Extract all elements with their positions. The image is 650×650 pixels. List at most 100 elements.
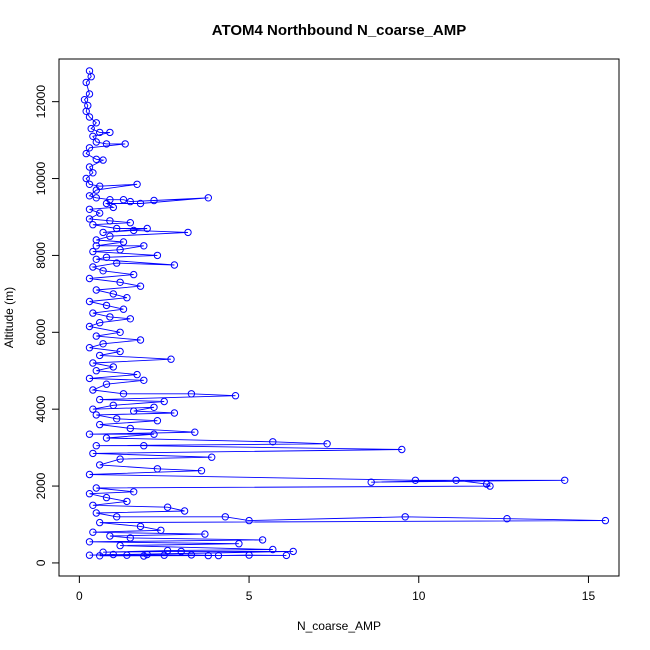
data-point (245, 551, 253, 559)
data-point (167, 355, 175, 363)
data-point (123, 551, 131, 559)
y-axis: 0 2000 4000 6000 8000 10000 12000 (34, 85, 59, 566)
data-point (92, 242, 101, 250)
data-point (170, 409, 179, 417)
data-point (89, 263, 97, 271)
data-point (163, 503, 172, 511)
y-tick-label: 10000 (34, 162, 48, 196)
data-point (126, 315, 135, 323)
data-point (119, 390, 128, 398)
y-tick-label: 2000 (34, 472, 48, 499)
data-point (187, 551, 196, 559)
data-point (92, 442, 101, 450)
data-point (85, 297, 94, 306)
data-point (85, 344, 94, 352)
data-point (96, 461, 104, 469)
data-point (92, 411, 101, 419)
data-point (150, 196, 158, 205)
data-point (486, 482, 494, 490)
x-tick-label: 10 (412, 589, 426, 603)
y-axis-label: Altitude (m) (2, 287, 16, 348)
data-point (106, 532, 114, 540)
data-point (160, 551, 168, 559)
data-point (92, 186, 101, 194)
data-point (85, 430, 94, 438)
data-point (204, 194, 213, 202)
data-point (87, 73, 95, 81)
data-point (106, 217, 114, 225)
data-point (102, 199, 111, 208)
data-point (130, 226, 138, 235)
data-point (89, 386, 97, 394)
data-point (187, 390, 196, 398)
data-point (208, 453, 216, 461)
data-point (85, 274, 94, 283)
data-point (282, 551, 291, 560)
data-point (92, 255, 101, 263)
data-point (80, 96, 89, 104)
data-point (367, 478, 375, 486)
data-point (269, 438, 277, 446)
data-point (102, 380, 111, 388)
data-point (113, 224, 121, 233)
data-point (136, 282, 145, 290)
data-point (197, 467, 206, 475)
data-point (92, 332, 101, 340)
data-point (106, 128, 114, 137)
data-point (85, 192, 94, 200)
data-point (92, 367, 101, 375)
data-point (116, 455, 124, 463)
data-point (92, 484, 101, 492)
data-point (191, 428, 199, 436)
data-point (89, 405, 97, 413)
data-point (411, 476, 420, 484)
x-tick-label: 5 (246, 589, 253, 603)
data-point (113, 513, 121, 521)
data-point (452, 476, 460, 484)
data-point (87, 124, 95, 133)
data-point (258, 536, 267, 544)
data-point (184, 228, 192, 237)
data-point (140, 242, 148, 250)
data-point (99, 267, 107, 275)
data-point (133, 370, 141, 379)
data-point (126, 219, 135, 227)
y-tick-label: 4000 (34, 396, 48, 423)
data-point (245, 516, 253, 525)
data-point (119, 196, 128, 204)
data-point (96, 552, 104, 560)
data-point (153, 417, 162, 425)
data-point (109, 363, 118, 371)
data-point (140, 442, 148, 450)
data-point (323, 440, 331, 448)
data-point (561, 476, 569, 484)
data-point (170, 261, 179, 269)
data-point (96, 209, 104, 217)
x-tick-label: 0 (76, 589, 83, 603)
data-point (109, 203, 118, 212)
y-tick-label: 8000 (34, 242, 48, 269)
data-point (130, 270, 138, 279)
data-point (503, 515, 511, 523)
x-tick-label: 15 (582, 589, 596, 603)
data-point (126, 197, 135, 206)
data-point (96, 420, 104, 429)
data-point (113, 415, 121, 423)
data-point (85, 470, 94, 479)
data-point (116, 541, 124, 550)
data-point (157, 526, 165, 534)
data-point (204, 551, 213, 560)
y-tick-label: 0 (34, 559, 48, 566)
data-point (150, 403, 158, 411)
data-point (235, 540, 243, 548)
data-point (92, 286, 101, 294)
data-point (109, 401, 118, 409)
data-point (160, 397, 168, 406)
data-point (92, 119, 101, 127)
data-point (85, 144, 94, 152)
data-point (85, 538, 94, 546)
data-point (269, 545, 277, 554)
data-point (85, 551, 94, 559)
data-point (221, 513, 230, 521)
data-point (89, 501, 97, 509)
